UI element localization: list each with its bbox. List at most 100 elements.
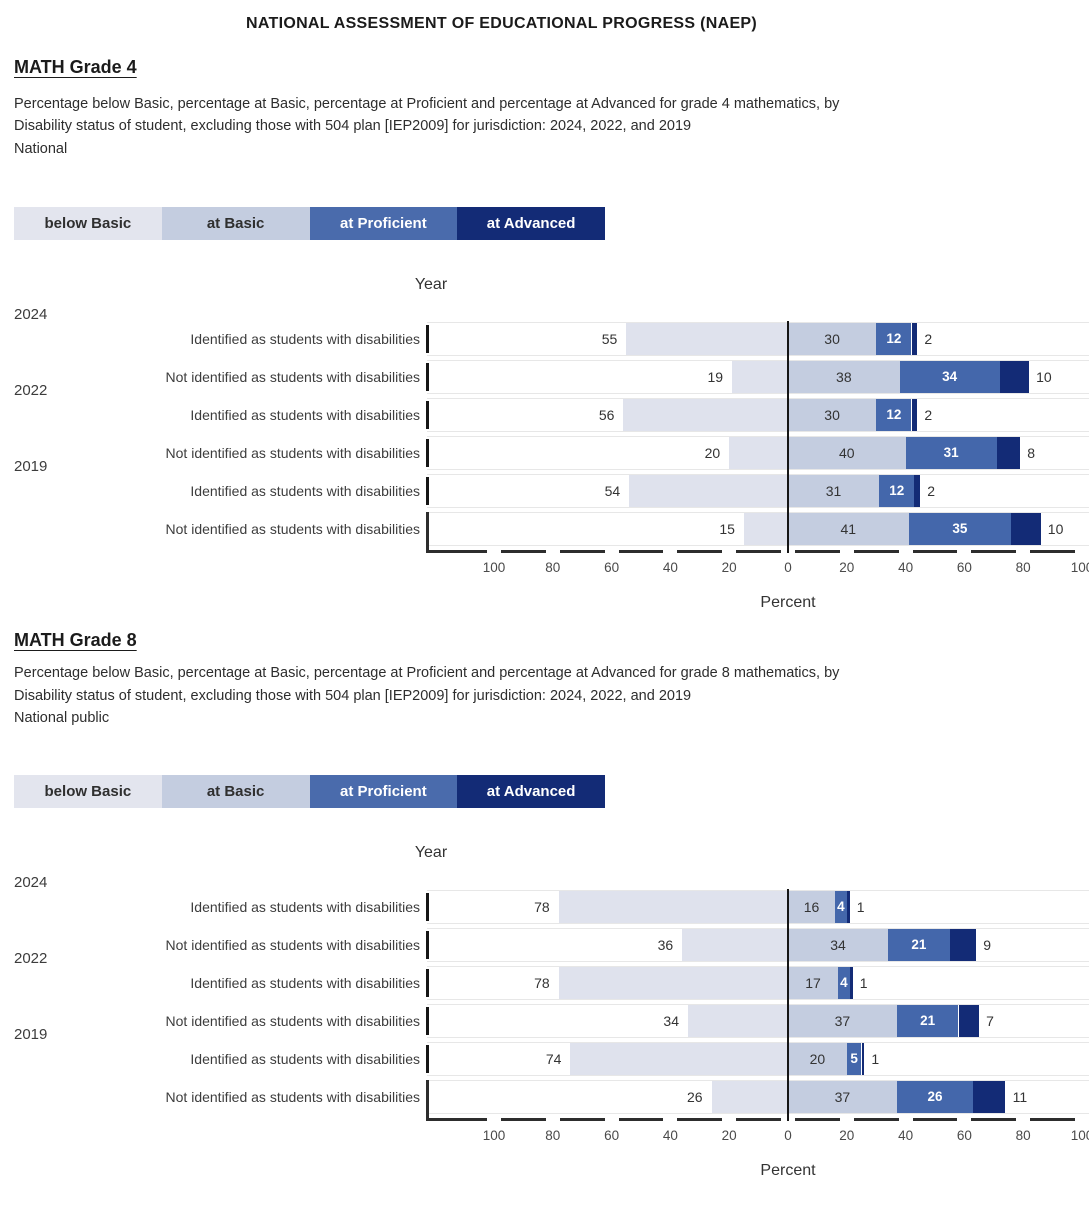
jurisdiction-scope: National public (14, 710, 110, 727)
bar-segment-at-advanced (846, 891, 850, 924)
legend-item-below-basic: below Basic (14, 775, 162, 809)
row-tick (426, 363, 429, 392)
axis-tick-label: 80 (545, 1128, 561, 1144)
axis-tick-label: 0 (784, 560, 792, 576)
value-label-below-basic: 19 (707, 369, 724, 386)
value-label-at-proficient: 35 (952, 521, 968, 537)
value-label-at-advanced: 2 (924, 407, 933, 424)
bar-row-identified-as-students-with-disabilities: Identified as students with disabilities… (0, 474, 1089, 509)
value-label-at-proficient: 12 (886, 331, 902, 347)
row-tick (426, 1045, 429, 1074)
row-tick (426, 1007, 429, 1036)
value-label-at-advanced: 9 (983, 937, 991, 954)
year-label-2024: 2024 (14, 306, 48, 324)
bar-segment-at-basic (788, 891, 835, 924)
bar-segment-at-basic (788, 1081, 897, 1114)
bar-row-identified-as-students-with-disabilities: Identified as students with disabilities… (0, 1042, 1089, 1077)
value-label-at-basic: 41 (840, 521, 857, 538)
x-axis-segment (795, 550, 840, 554)
row-label: Identified as students with disabilities (190, 407, 420, 424)
bar-segment-at-advanced (911, 323, 918, 356)
naep-report-page: NATIONAL ASSESSMENT OF EDUCATIONAL PROGR… (0, 14, 1089, 1214)
value-label-at-advanced: 10 (1036, 369, 1052, 386)
value-label-at-advanced: 8 (1027, 445, 1036, 462)
value-label-at-proficient: 21 (920, 1013, 936, 1029)
grade8-diverging-bar-chart: Year 2024 2022 2019 Identified as students w… (0, 844, 1089, 1184)
axis-tick-label: 40 (898, 1128, 914, 1144)
bar-segment-at-advanced (914, 475, 921, 508)
bar-segment-at-advanced (849, 967, 853, 1000)
axis-corner (426, 512, 429, 554)
axis-tick-label: 20 (839, 560, 855, 576)
value-label-at-proficient: 4 (840, 975, 848, 991)
bar-segment-at-proficient (888, 929, 950, 962)
value-label-at-basic: 38 (836, 369, 852, 386)
bar-row-not-identified-as-students-with-disabilities: Not identified as students with disabili… (0, 360, 1089, 395)
value-label-below-basic: 20 (704, 445, 721, 462)
row-label: Identified as students with disabilities (190, 899, 420, 916)
row-label: Identified as students with disabilities (190, 975, 420, 992)
value-label-below-basic: 56 (598, 407, 615, 424)
bar-segment-at-basic (788, 323, 877, 356)
value-label-at-advanced: 2 (927, 483, 936, 500)
value-label-at-advanced: 1 (859, 975, 868, 992)
axis-tick-label: 80 (1015, 1128, 1031, 1144)
axis-tick-label: 20 (839, 1128, 855, 1144)
bar-segment-at-basic (788, 929, 888, 962)
row-tick (426, 477, 429, 506)
bar-segment-below-basic (626, 323, 788, 356)
x-axis-segment (1030, 1118, 1075, 1122)
achievement-level-legend-grade4: below Basic at Basic at Proficient at Advan… (14, 207, 605, 241)
achievement-level-legend-grade8: below Basic at Basic at Proficient at Advan… (14, 775, 605, 809)
value-label-below-basic: 78 (534, 899, 550, 916)
value-label-below-basic: 54 (604, 483, 621, 500)
value-label-below-basic: 26 (687, 1089, 703, 1106)
bar-segment-at-advanced (958, 1005, 980, 1038)
bar-segment-below-basic (688, 1005, 788, 1038)
bar-segment-at-proficient (876, 399, 912, 432)
section-heading-grade8: MATH Grade 8 (14, 630, 137, 651)
year-axis-title: Year (414, 276, 448, 294)
row-tick (426, 325, 429, 354)
jurisdiction-scope: National (14, 140, 68, 157)
bar-segment-below-basic (629, 475, 788, 508)
zero-baseline (787, 889, 789, 1122)
section-heading-grade4: MATH Grade 4 (14, 57, 137, 77)
value-label-at-advanced: 10 (1047, 521, 1064, 538)
bar-segment-below-basic (558, 967, 788, 1000)
x-axis-segment (559, 1118, 605, 1122)
bar-row-identified-as-students-with-disabilities: Identified as students with disabilities… (0, 322, 1089, 357)
axis-tick-label: 100 (1070, 560, 1089, 576)
x-axis-segment (677, 1118, 723, 1122)
bar-segment-below-basic (732, 361, 788, 394)
axis-tick-label: 80 (545, 560, 561, 576)
x-axis-segment (795, 1118, 840, 1122)
bar-segment-at-proficient (835, 891, 847, 924)
axis-tick-label: 40 (662, 560, 678, 576)
x-axis-segment (912, 550, 958, 554)
zero-baseline (787, 321, 789, 554)
description-line: Percentage below Basic, percentage at Ba… (14, 665, 840, 682)
bar-segment-at-proficient (899, 361, 1000, 394)
axis-tick-label: 60 (604, 1128, 620, 1144)
percent-axis-label: Percent (760, 594, 816, 612)
percent-axis-label: Percent (760, 1162, 816, 1180)
bar-segment-at-basic (788, 475, 880, 508)
bar-segment-at-advanced (996, 437, 1021, 470)
value-label-at-proficient: 12 (889, 483, 905, 499)
bar-segment-at-basic (788, 399, 877, 432)
bar-row-not-identified-as-students-with-disabilities: Not identified as students with disabili… (0, 928, 1089, 963)
axis-tick-label: 60 (956, 560, 972, 576)
bar-segment-below-basic (623, 399, 788, 432)
row-label: Identified as students with disabilities (190, 331, 420, 348)
value-label-at-advanced: 11 (1012, 1089, 1028, 1106)
axis-tick-label: 100 (1070, 1128, 1089, 1144)
x-axis-segment (1030, 550, 1075, 554)
row-tick (426, 969, 429, 998)
value-label-at-basic: 40 (839, 445, 855, 462)
axis-tick-label: 100 (482, 1128, 506, 1144)
year-label-2022: 2022 (14, 950, 48, 968)
value-label-below-basic: 36 (657, 937, 674, 954)
year-label-2019: 2019 (14, 458, 48, 476)
description-line: Disability status of student, excluding … (14, 687, 692, 704)
